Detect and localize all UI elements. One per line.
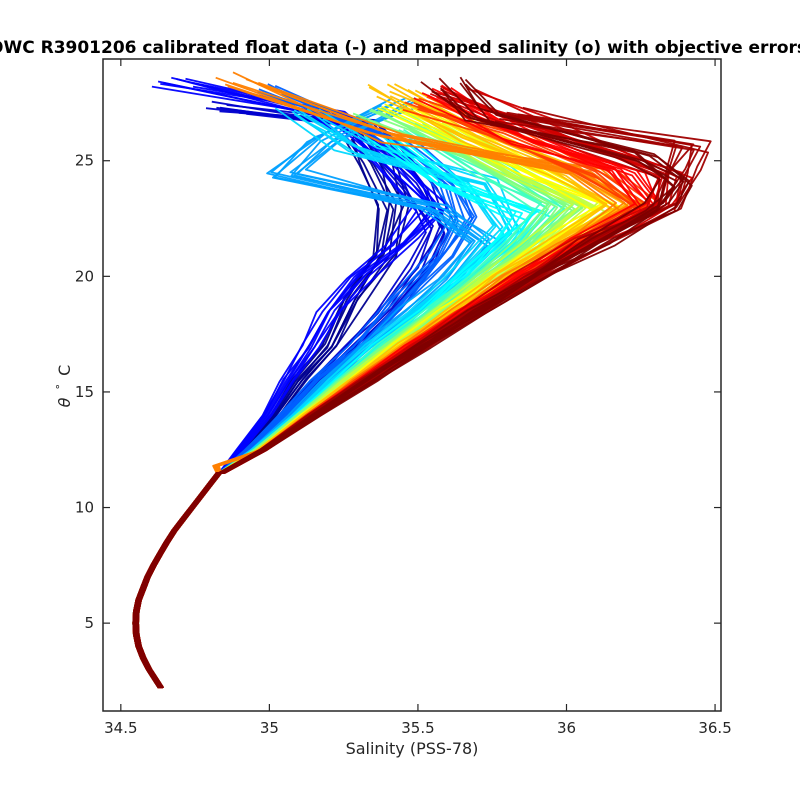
- y-axis-label-symbol: θ: [55, 397, 74, 407]
- plot-frame: [102, 58, 722, 712]
- profile-line: [135, 122, 557, 689]
- profile-line: [134, 119, 559, 689]
- profile-line: [136, 82, 684, 689]
- y-tick-label: 20: [75, 267, 94, 285]
- x-tick-label: 35: [260, 719, 279, 737]
- profile-line: [134, 131, 391, 689]
- profile-line: [137, 126, 566, 689]
- profile-line: [133, 136, 380, 689]
- profile-line: [134, 110, 574, 689]
- profile-line: [136, 137, 548, 689]
- x-tick-label: 34.5: [104, 719, 137, 737]
- plot-content: [132, 71, 712, 689]
- chart-title: OWC R3901206 calibrated float data (-) a…: [0, 38, 800, 58]
- axis-ticks: 34.5 35 35.5 36 36.5 5 10 15 20 25: [75, 59, 732, 737]
- profile-line: [135, 90, 629, 689]
- profile-line: [134, 97, 472, 689]
- y-axis-label-degree: °: [54, 384, 67, 390]
- y-tick-label: 5: [84, 614, 94, 632]
- y-axis-label: θ ° C: [49, 365, 74, 408]
- profile-line: [133, 125, 585, 689]
- y-tick-label: 25: [75, 152, 94, 170]
- profile-line: [137, 78, 693, 689]
- profile-line: [133, 97, 643, 689]
- y-tick-label: 10: [75, 499, 94, 517]
- profile-line: [133, 129, 543, 689]
- profile-line: [134, 95, 618, 689]
- profile-line: [135, 109, 576, 689]
- x-tick-label: 36: [557, 719, 576, 737]
- profile-line: [136, 88, 637, 689]
- x-tick-label: 35.5: [401, 719, 434, 737]
- profile-line: [132, 137, 380, 689]
- y-axis-label-unit: C: [55, 365, 74, 376]
- profile-line: [133, 128, 582, 689]
- x-axis-label: Salinity (PSS-78): [346, 739, 479, 758]
- profile-line: [133, 138, 389, 689]
- x-tick-label: 36.5: [698, 719, 731, 737]
- profile-line: [136, 125, 599, 689]
- y-tick-label: 15: [75, 383, 94, 401]
- profile-line: [134, 138, 538, 689]
